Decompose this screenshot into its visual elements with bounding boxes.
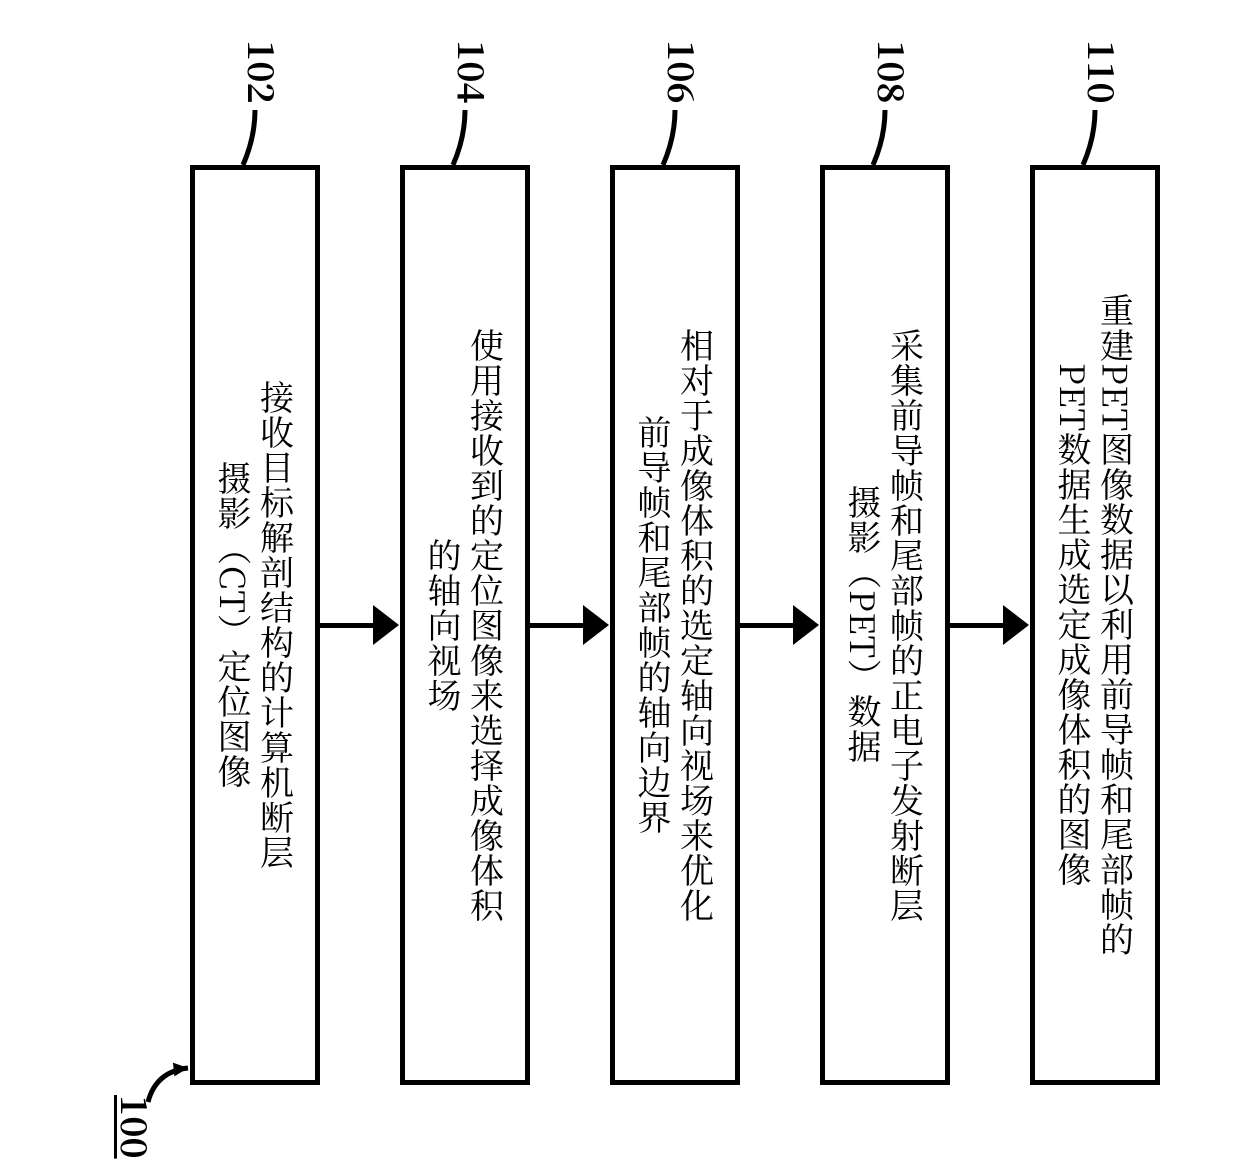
flow-connector-arrowhead-icon [793, 605, 819, 645]
flow-connector-line [320, 623, 374, 628]
flow-step-id: 104 [447, 40, 498, 104]
flow-step-id-connector [860, 105, 910, 170]
flow-connector-line [740, 623, 794, 628]
flow-connector-arrowhead-icon [1003, 605, 1029, 645]
flow-step-box: 采集前导帧和尾部帧的正电子发射断层 摄影（PET）数据 [820, 165, 950, 1085]
flow-step-text: 相对于成像体积的选定轴向视场来优化 前导帧和尾部帧的轴向边界 [633, 328, 718, 923]
flow-step-box: 相对于成像体积的选定轴向视场来优化 前导帧和尾部帧的轴向边界 [610, 165, 740, 1085]
flow-step-box: 重建PET图像数据以利用前导帧和尾部帧的 PET数据生成选定成像体积的图像 [1030, 165, 1160, 1085]
flow-step-id-connector [650, 105, 700, 170]
flow-step-text: 采集前导帧和尾部帧的正电子发射断层 摄影（PET）数据 [843, 328, 928, 923]
flow-step-id-connector [1070, 105, 1120, 170]
flow-connector-arrowhead-icon [373, 605, 399, 645]
flow-step-text: 接收目标解剖结构的计算机断层 摄影（CT）定位图像 [213, 380, 298, 870]
flow-step-box: 使用接收到的定位图像来选择成像体积 的轴向视场 [400, 165, 530, 1085]
flow-step-box: 接收目标解剖结构的计算机断层 摄影（CT）定位图像 [190, 165, 320, 1085]
flow-step-id-connector [230, 105, 280, 170]
flow-step-id: 102 [237, 40, 288, 104]
flow-connector-line [530, 623, 584, 628]
flow-step-text: 使用接收到的定位图像来选择成像体积 的轴向视场 [423, 328, 508, 923]
flow-step-text: 重建PET图像数据以利用前导帧和尾部帧的 PET数据生成选定成像体积的图像 [1053, 293, 1138, 957]
flow-step-id: 108 [867, 40, 918, 104]
flow-step-id: 106 [657, 40, 708, 104]
flow-connector-arrowhead-icon [583, 605, 609, 645]
flow-step-id-connector [440, 105, 490, 170]
flow-step-id: 110 [1077, 40, 1128, 104]
flow-connector-line [950, 623, 1004, 628]
